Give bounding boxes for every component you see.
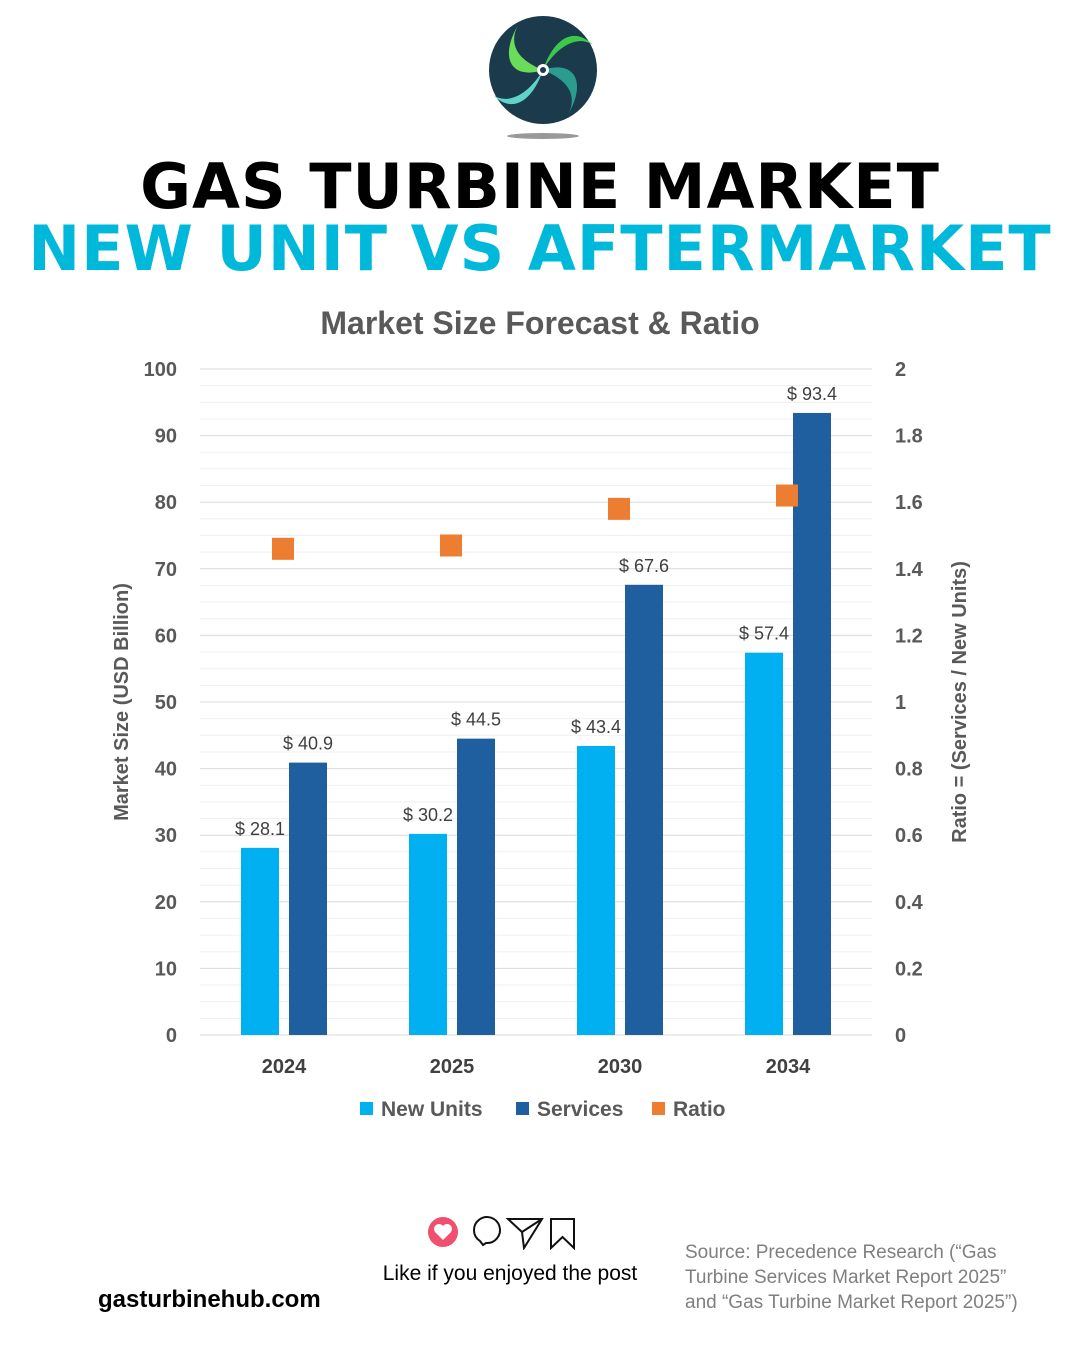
- source-note: Source: Precedence Research (“Gas Turbin…: [685, 1240, 1065, 1315]
- y2-tick-label: 2: [895, 359, 906, 381]
- ratio-marker: [272, 537, 294, 560]
- y-tick-label: 90: [155, 426, 177, 448]
- source-line: and “Gas Turbine Market Report 2025”): [685, 1292, 1018, 1313]
- y2-tick-label: 1: [895, 692, 906, 714]
- website-link[interactable]: gasturbinehub.com: [98, 1286, 321, 1313]
- y-tick-label: 20: [155, 892, 177, 914]
- y2-axis-label: Ratio = (Services / New Units): [949, 561, 971, 843]
- new-units-bar: [577, 745, 615, 1035]
- legend-swatch: [652, 1102, 665, 1115]
- y-tick-label: 0: [166, 1025, 177, 1047]
- services-bar: [793, 412, 831, 1035]
- legend-label: Ratio: [673, 1098, 726, 1121]
- y-tick-label: 50: [155, 692, 177, 714]
- data-label: $ 57.4: [739, 624, 789, 644]
- y2-tick-label: 1.8: [895, 426, 923, 448]
- y-tick-label: 80: [155, 492, 177, 514]
- source-line: Turbine Services Market Report 2025”: [685, 1267, 1007, 1288]
- like-text: Like if you enjoyed the post: [382, 1262, 638, 1285]
- legend-label: New Units: [381, 1098, 483, 1121]
- x-tick-label: 2025: [430, 1056, 475, 1078]
- y2-tick-label: 0.8: [895, 759, 923, 781]
- data-label: $ 93.4: [787, 384, 837, 404]
- data-label: $ 44.5: [451, 710, 501, 730]
- x-tick-label: 2030: [598, 1056, 643, 1078]
- y-tick-label: 60: [155, 625, 177, 647]
- y2-tick-label: 0.2: [895, 958, 923, 980]
- y2-tick-label: 0: [895, 1025, 906, 1047]
- data-label: $ 43.4: [571, 717, 621, 737]
- title-line-2: NEW UNIT VS AFTERMARKET: [28, 212, 1052, 285]
- data-label: $ 30.2: [403, 805, 453, 825]
- y-tick-label: 30: [155, 825, 177, 847]
- source-line: Source: Precedence Research (“Gas: [685, 1242, 997, 1263]
- chart-svg: 010203040506070809010000.20.40.60.811.21…: [111, 359, 971, 1121]
- comment-icon: [473, 1216, 501, 1247]
- ratio-marker: [440, 534, 462, 557]
- y-tick-label: 40: [155, 759, 177, 781]
- y2-tick-label: 1.6: [895, 492, 923, 514]
- data-label: $ 67.6: [619, 556, 669, 576]
- data-label: $ 28.1: [235, 819, 285, 839]
- legend-swatch: [516, 1102, 529, 1115]
- legend-label: Services: [537, 1098, 623, 1121]
- y2-tick-label: 0.6: [895, 825, 923, 847]
- new-units-bar: [409, 833, 447, 1035]
- y-tick-label: 100: [144, 359, 177, 381]
- turbine-logo-icon: [489, 16, 597, 139]
- new-units-bar: [745, 652, 783, 1035]
- services-bar: [625, 584, 663, 1035]
- title-line-1: GAS TURBINE MARKET: [140, 150, 940, 223]
- heart-icon: [428, 1217, 458, 1247]
- x-tick-label: 2034: [766, 1056, 811, 1078]
- chart-title: Market Size Forecast & Ratio: [320, 305, 760, 341]
- y-tick-label: 10: [155, 958, 177, 980]
- data-label: $ 40.9: [283, 734, 333, 754]
- share-icon: [505, 1218, 544, 1250]
- y2-tick-label: 1.2: [895, 625, 923, 647]
- social-icons: [428, 1216, 575, 1250]
- y-tick-label: 70: [155, 559, 177, 581]
- y-axis-label: Market Size (USD Billion): [111, 583, 133, 821]
- legend-swatch: [360, 1102, 373, 1115]
- services-bar: [289, 762, 327, 1035]
- new-units-bar: [241, 847, 279, 1035]
- services-bar: [457, 738, 495, 1035]
- y2-tick-label: 0.4: [895, 892, 924, 914]
- ratio-marker: [776, 484, 798, 507]
- ratio-marker: [608, 497, 630, 520]
- x-tick-label: 2024: [262, 1056, 307, 1078]
- y2-tick-label: 1.4: [895, 559, 924, 581]
- bookmark-icon: [550, 1218, 575, 1250]
